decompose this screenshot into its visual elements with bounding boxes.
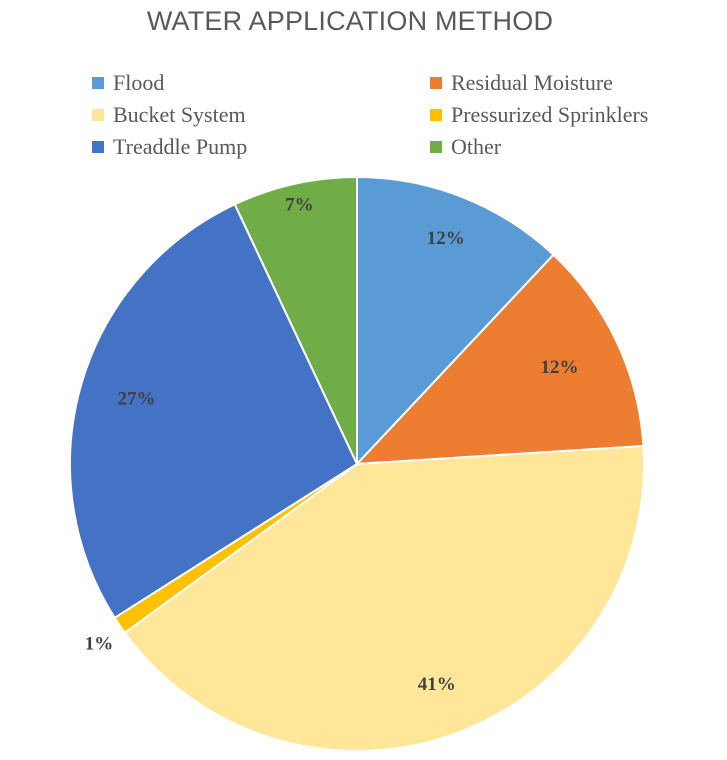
legend-label-treaddle-pump: Treaddle Pump	[113, 134, 248, 159]
chart-title: WATER APPLICATION METHOD	[146, 6, 554, 36]
pie-slice-residual-moisture	[354, 253, 645, 466]
pie-slice-bucket-system	[123, 444, 645, 752]
legend-item-pressurized-sprinklers: Pressurized Sprinklers	[430, 100, 648, 130]
pie-data-labels: 12% 12% 41% 1% 27% 7%	[85, 195, 579, 695]
legend-swatch-flood	[92, 77, 104, 89]
data-label-bucket-system: 41%	[418, 674, 456, 695]
chart-legend: Flood Residual Moisture Bucket System Pr…	[0, 0, 727, 170]
legend-item-bucket-system: Bucket System	[92, 100, 246, 130]
legend-item-treaddle-pump: Treaddle Pump	[92, 132, 247, 162]
data-label-pressurized-sprinklers: 1%	[85, 633, 114, 654]
legend-item-other: Other	[430, 132, 501, 162]
legend-item-residual-moisture: Residual Moisture	[430, 68, 613, 98]
legend-swatch-pressurized-sprinklers	[430, 109, 442, 121]
pie-slice-flood	[356, 175, 555, 467]
data-label-flood: 12%	[427, 228, 465, 249]
data-label-residual-moisture: 12%	[541, 357, 579, 378]
legend-swatch-bucket-system	[92, 109, 104, 121]
pie-slices	[69, 175, 645, 752]
legend-swatch-other	[430, 141, 442, 153]
data-label-other: 7%	[285, 195, 314, 216]
legend-label-flood: Flood	[113, 70, 165, 95]
legend-label-other: Other	[451, 134, 502, 159]
pie-slice-other	[233, 175, 358, 465]
legend-swatch-residual-moisture	[430, 77, 442, 89]
legend-label-bucket-system: Bucket System	[113, 102, 246, 127]
legend-label-residual-moisture: Residual Moisture	[451, 70, 613, 95]
legend-label-pressurized-sprinklers: Pressurized Sprinklers	[451, 102, 649, 127]
legend-swatch-treaddle-pump	[92, 141, 104, 153]
pie-slice-treaddle-pump	[69, 202, 359, 620]
data-label-treaddle-pump: 27%	[118, 388, 156, 409]
legend-item-flood: Flood	[92, 68, 164, 98]
